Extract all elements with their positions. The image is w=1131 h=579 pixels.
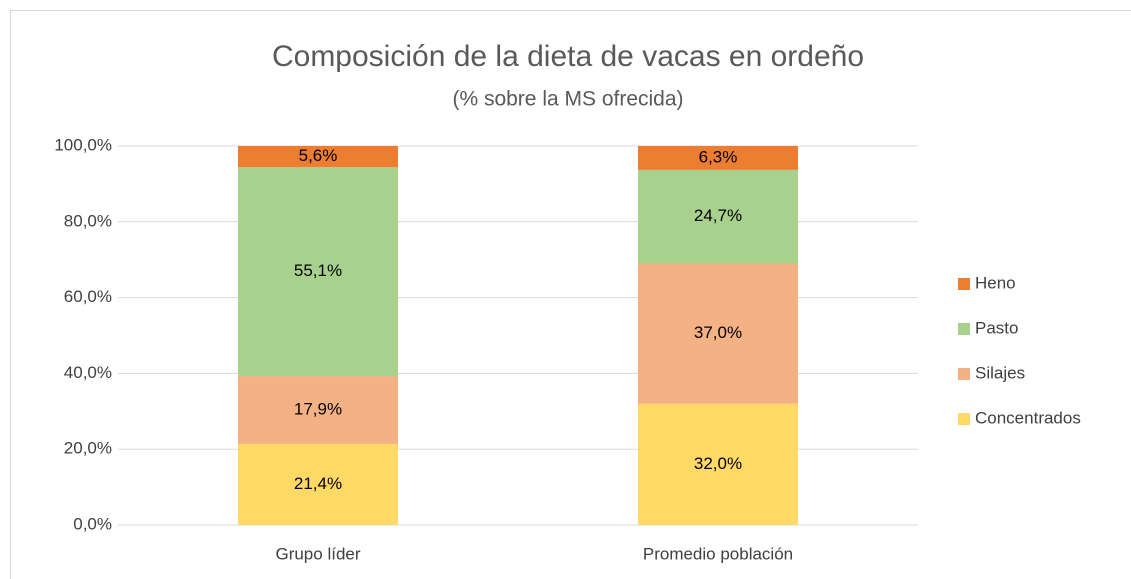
data-label: 37,0% — [694, 323, 742, 342]
bar-segment — [238, 167, 398, 377]
x-tick-label: Promedio población — [643, 544, 793, 563]
chart-title: Composición de la dieta de vacas en orde… — [272, 40, 864, 73]
legend-swatch — [958, 368, 970, 380]
legend-label: Pasto — [975, 318, 1018, 337]
bar-segment — [238, 376, 398, 444]
bar-segment — [638, 146, 798, 170]
bar-segment — [238, 146, 398, 168]
legend-label: Silajes — [975, 363, 1025, 382]
legend-swatch — [958, 413, 970, 425]
data-label: 21,4% — [294, 474, 342, 493]
x-tick-label: Grupo líder — [275, 544, 360, 563]
y-tick-label: 40,0% — [64, 363, 112, 382]
y-tick-label: 0,0% — [73, 514, 112, 533]
bar-segment — [638, 263, 798, 404]
data-label: 24,7% — [694, 206, 742, 225]
y-tick-label: 80,0% — [64, 211, 112, 230]
y-tick-label: 60,0% — [64, 287, 112, 306]
bar-segment — [638, 403, 798, 525]
data-label: 32,0% — [694, 454, 742, 473]
data-label: 55,1% — [294, 261, 342, 280]
bar-segment — [238, 443, 398, 525]
bar-segment — [638, 169, 798, 264]
legend-swatch — [958, 278, 970, 290]
y-tick-label: 100,0% — [54, 135, 112, 154]
chart-subtitle: (% sobre la MS ofrecida) — [452, 88, 683, 111]
y-tick-label: 20,0% — [64, 439, 112, 458]
chart-border — [10, 10, 1131, 579]
legend-label: Heno — [975, 273, 1016, 292]
data-label: 6,3% — [699, 147, 738, 166]
data-label: 5,6% — [299, 146, 338, 165]
legend-swatch — [958, 323, 970, 335]
data-label: 17,9% — [294, 399, 342, 418]
legend-label: Concentrados — [975, 408, 1081, 427]
